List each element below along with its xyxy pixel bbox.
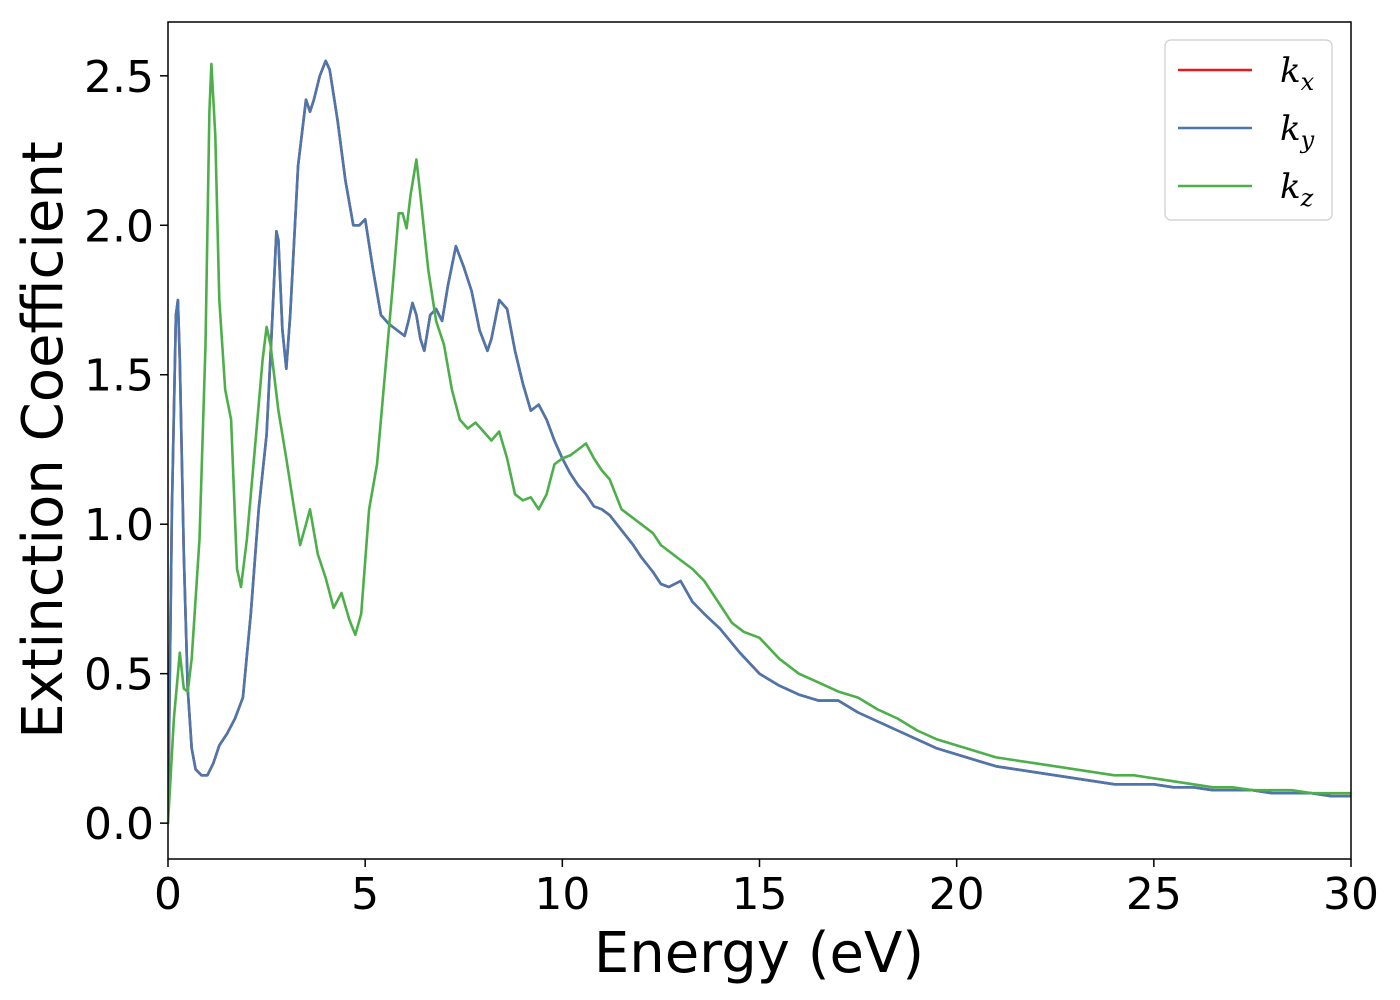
legend-label-sub: x: [1301, 68, 1315, 96]
legend-label-main: k: [1280, 167, 1301, 207]
y-axis-label: Extinction Coefficient: [11, 141, 76, 739]
legend-label-kz: kz: [1280, 167, 1314, 212]
y-tick-label: 1.5: [84, 351, 154, 402]
y-tick-label: 0.5: [84, 650, 154, 701]
legend-label-kx: kx: [1280, 51, 1315, 96]
x-tick-label: 30: [1323, 869, 1379, 920]
plot-area: [168, 22, 1351, 859]
y-axis-ticks: 0.0 0.5 1.0 1.5 2.0 2.5: [84, 52, 168, 850]
x-tick-label: 10: [534, 869, 590, 920]
series-layer: [168, 59, 1351, 825]
legend-label-main: k: [1280, 51, 1301, 91]
series-line-ky: [168, 59, 1351, 825]
x-tick-label: 20: [929, 869, 985, 920]
y-tick-label: 2.5: [84, 52, 154, 103]
x-axis-ticks: 0 5 10 15 20 25 30: [154, 859, 1379, 920]
y-tick-label: 2.0: [84, 201, 154, 252]
series-line-kz: [168, 62, 1351, 825]
legend-label-ky: ky: [1280, 109, 1315, 154]
y-tick-label: 0.0: [84, 799, 154, 850]
legend-box: [1164, 39, 1333, 221]
legend-label-sub: z: [1300, 184, 1314, 212]
legend-label-main: k: [1280, 109, 1301, 149]
x-tick-label: 5: [351, 869, 379, 920]
x-tick-label: 15: [732, 869, 788, 920]
legend-label-sub: y: [1300, 126, 1315, 154]
plot-background: [168, 22, 1351, 859]
x-axis-label: Energy (eV): [594, 921, 924, 986]
x-tick-label: 0: [154, 869, 182, 920]
y-tick-label: 1.0: [84, 500, 154, 551]
x-tick-label: 25: [1126, 869, 1182, 920]
